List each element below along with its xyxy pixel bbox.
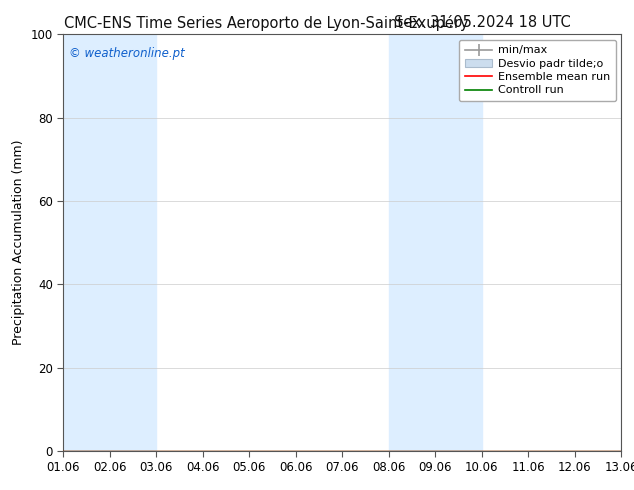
Text: CMC-ENS Time Series Aeroporto de Lyon-Saint-Exupéry: CMC-ENS Time Series Aeroporto de Lyon-Sa…: [63, 15, 469, 31]
Bar: [389, 34, 482, 451]
Text: © weatheronline.pt: © weatheronline.pt: [69, 47, 184, 60]
Bar: [63, 34, 157, 451]
Text: Sex. 31.05.2024 18 UTC: Sex. 31.05.2024 18 UTC: [394, 15, 571, 30]
Legend: min/max, Desvio padr tilde;o, Ensemble mean run, Controll run: min/max, Desvio padr tilde;o, Ensemble m…: [459, 40, 616, 101]
Y-axis label: Precipitation Accumulation (mm): Precipitation Accumulation (mm): [12, 140, 25, 345]
Bar: [621, 34, 634, 451]
